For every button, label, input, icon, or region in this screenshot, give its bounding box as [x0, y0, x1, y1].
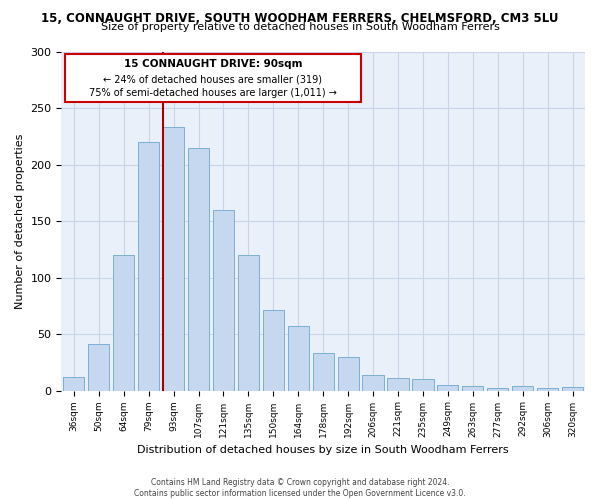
- Bar: [163, 127, 184, 390]
- Bar: [313, 354, 334, 391]
- Bar: [213, 210, 234, 390]
- Bar: [412, 380, 434, 390]
- Bar: [263, 310, 284, 390]
- Bar: [188, 148, 209, 390]
- Bar: [512, 386, 533, 390]
- Bar: [238, 255, 259, 390]
- Bar: [487, 388, 508, 390]
- Bar: [537, 388, 558, 390]
- Bar: [138, 142, 159, 390]
- Text: Size of property relative to detached houses in South Woodham Ferrers: Size of property relative to detached ho…: [101, 22, 499, 32]
- Bar: [562, 387, 583, 390]
- Bar: [338, 356, 359, 390]
- Bar: [63, 377, 85, 390]
- Text: ← 24% of detached houses are smaller (319): ← 24% of detached houses are smaller (31…: [103, 74, 322, 84]
- FancyBboxPatch shape: [65, 54, 361, 102]
- Bar: [462, 386, 484, 390]
- Y-axis label: Number of detached properties: Number of detached properties: [15, 134, 25, 308]
- X-axis label: Distribution of detached houses by size in South Woodham Ferrers: Distribution of detached houses by size …: [137, 445, 509, 455]
- Bar: [437, 385, 458, 390]
- Text: 15 CONNAUGHT DRIVE: 90sqm: 15 CONNAUGHT DRIVE: 90sqm: [124, 60, 302, 70]
- Bar: [287, 326, 309, 390]
- Text: 15, CONNAUGHT DRIVE, SOUTH WOODHAM FERRERS, CHELMSFORD, CM3 5LU: 15, CONNAUGHT DRIVE, SOUTH WOODHAM FERRE…: [41, 12, 559, 26]
- Bar: [362, 374, 383, 390]
- Bar: [88, 344, 109, 391]
- Bar: [113, 255, 134, 390]
- Bar: [388, 378, 409, 390]
- Text: 75% of semi-detached houses are larger (1,011) →: 75% of semi-detached houses are larger (…: [89, 88, 337, 98]
- Text: Contains HM Land Registry data © Crown copyright and database right 2024.
Contai: Contains HM Land Registry data © Crown c…: [134, 478, 466, 498]
